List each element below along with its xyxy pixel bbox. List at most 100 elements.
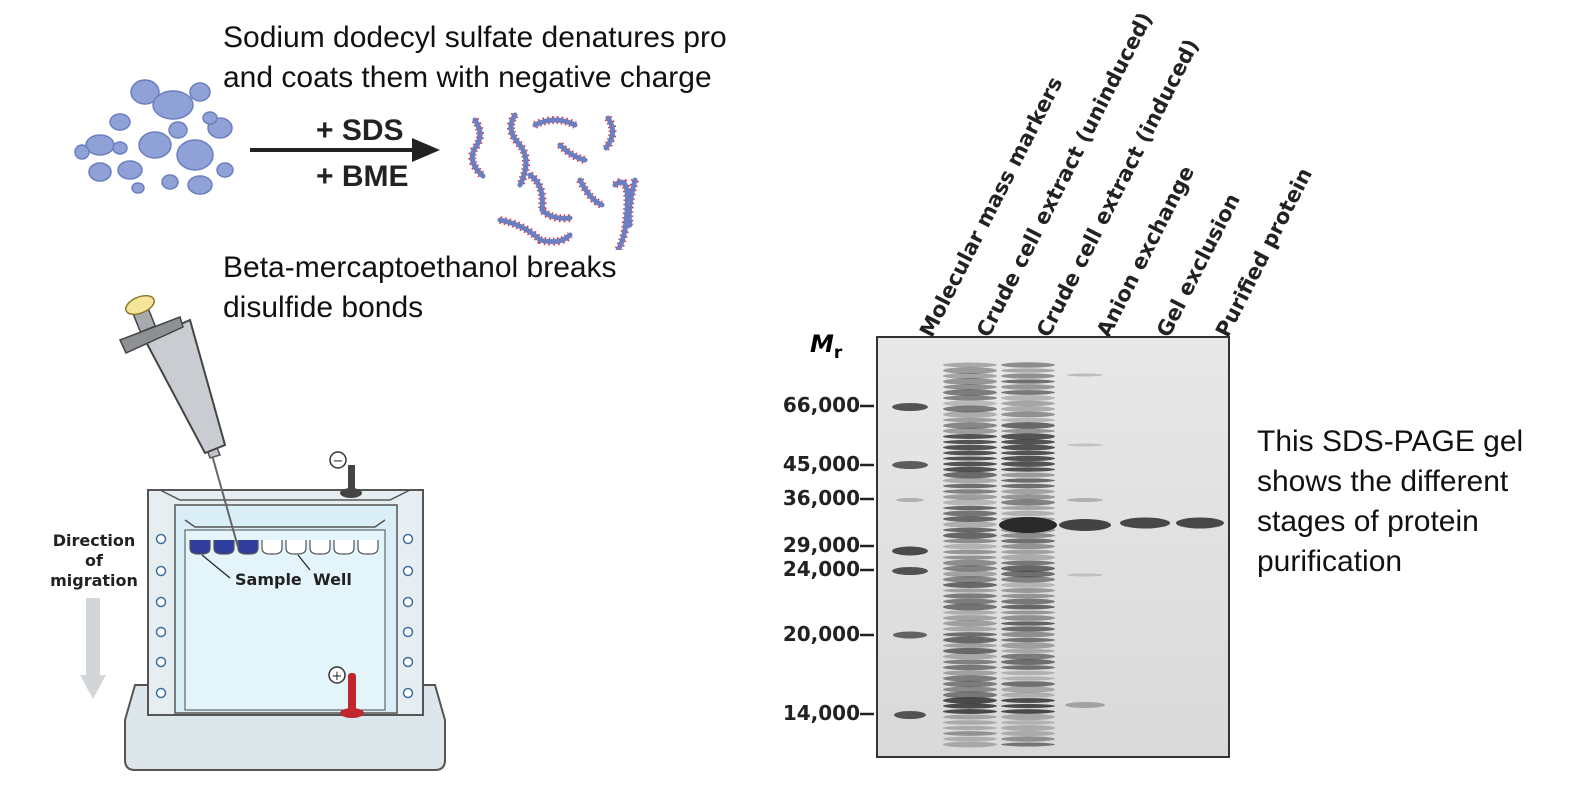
gel-band — [1001, 395, 1055, 401]
gel-band — [943, 632, 997, 637]
gel-band — [1001, 390, 1055, 395]
gel-band — [1001, 455, 1055, 462]
gel-band — [943, 532, 997, 539]
gel-band — [943, 395, 997, 401]
direction-label-line-2: of — [85, 551, 104, 570]
minus-icon: − — [333, 454, 344, 469]
gel-band — [1001, 588, 1055, 593]
lane-purified-protein-bands — [1176, 517, 1224, 529]
gel-band — [943, 709, 997, 714]
gel-band — [1001, 676, 1055, 681]
gel-band — [1001, 384, 1055, 390]
lane-anion-exchange-bands — [1059, 373, 1111, 708]
mr-label-sub: r — [833, 342, 843, 363]
gel-band — [1001, 720, 1055, 725]
mr-axis-label: Mr — [810, 330, 842, 363]
gel-band — [1001, 422, 1055, 429]
gel-band — [943, 570, 997, 578]
gel-band — [943, 559, 997, 567]
side-clamp-dots — [155, 533, 414, 699]
gel-band — [1001, 626, 1055, 632]
gel-band — [943, 477, 997, 484]
gel-band — [943, 555, 997, 560]
gel-band — [943, 521, 997, 528]
gel-band — [1001, 637, 1055, 643]
gel-band — [1001, 576, 1055, 583]
gel-band — [1001, 362, 1055, 368]
marker-66000: 66,000 — [782, 393, 860, 417]
gel-caption-line-4: purification — [1257, 545, 1403, 578]
gel-band — [1001, 368, 1055, 373]
gel-band — [943, 427, 997, 435]
gel-band — [943, 527, 997, 533]
gel-band — [943, 659, 997, 665]
gel-band — [1001, 598, 1055, 605]
marker-ticks — [860, 404, 874, 716]
mr-label-main: M — [810, 330, 834, 358]
gel-band — [1001, 472, 1055, 478]
gel-band — [943, 461, 997, 467]
gel-band — [1001, 478, 1055, 483]
gel-band — [1001, 417, 1055, 423]
gel-band — [943, 489, 997, 494]
gel-band — [943, 405, 997, 413]
gel-band — [943, 598, 997, 605]
positive-electrode: + — [328, 666, 364, 718]
gel-band — [943, 670, 997, 676]
bme-description-line-2: disulfide bonds — [223, 291, 424, 324]
gel-band — [1001, 379, 1055, 384]
gel-band — [943, 505, 997, 511]
marker-14000: 14,000 — [782, 701, 860, 725]
gel-band — [1001, 604, 1055, 610]
buffer-tank — [124, 489, 446, 771]
marker-45000: 45,000 — [782, 452, 860, 476]
denatured-chains — [468, 112, 639, 250]
gel-band — [943, 615, 997, 621]
gel-band — [1001, 670, 1055, 676]
gel-band — [1001, 725, 1055, 731]
gel-caption-line-3: stages of protein — [1257, 505, 1479, 538]
gel-wells — [189, 540, 379, 555]
gel-band — [1001, 631, 1055, 638]
gel-band — [1001, 483, 1055, 489]
gel-band — [1001, 444, 1055, 451]
gel-band — [943, 362, 997, 368]
gel-band — [943, 720, 997, 725]
gel-band — [1001, 428, 1055, 434]
sds-description-line-2: and coats them with negative charge — [223, 61, 712, 94]
migration-direction-arrow — [80, 598, 106, 699]
pipette-icon — [118, 295, 239, 548]
gel-band — [1001, 467, 1055, 472]
gel-band — [1001, 742, 1055, 747]
gel-band — [943, 647, 997, 655]
gel-band — [943, 664, 997, 671]
gel-band — [1001, 610, 1055, 615]
marker-29000: 29,000 — [782, 533, 860, 557]
gel-band — [943, 422, 997, 429]
gel-band — [1001, 510, 1055, 517]
overexpressed-band — [999, 517, 1057, 533]
gel-band — [1001, 499, 1055, 506]
gel-caption-line-2: shows the different — [1257, 465, 1509, 498]
gel-band — [943, 675, 997, 682]
gel-band — [943, 691, 997, 699]
gel-band — [1001, 554, 1055, 561]
gel-band — [1001, 461, 1055, 467]
gel-band — [943, 653, 997, 660]
gel-band — [943, 549, 997, 555]
gel-band — [943, 603, 997, 611]
bme-description: Beta-mercaptoethanol breaks disulfide bo… — [223, 248, 743, 328]
gel-band — [1001, 582, 1055, 588]
gel-band — [943, 636, 997, 644]
gel-band — [1001, 405, 1055, 413]
gel-band — [943, 516, 997, 522]
gel-band — [1001, 713, 1055, 721]
gel-band — [1001, 543, 1055, 550]
gel-band — [943, 731, 997, 736]
reaction-arrow — [250, 138, 440, 162]
gel-band — [1001, 621, 1055, 626]
gel-band — [943, 626, 997, 632]
sample-label: Sample — [235, 570, 302, 589]
gel-band — [943, 565, 997, 572]
gel-band — [1001, 730, 1055, 737]
